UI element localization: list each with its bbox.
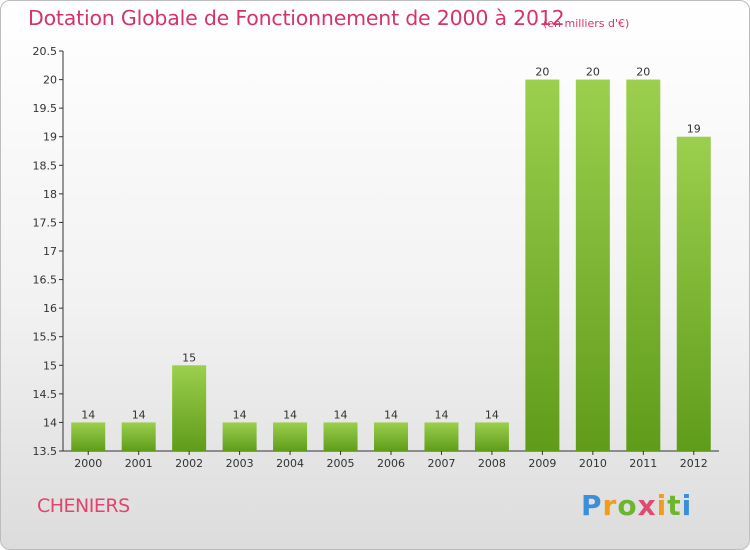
bar-2003 [222, 422, 257, 451]
x-tick-label-2006: 2006 [377, 457, 405, 470]
y-tick-label: 15.5 [33, 331, 58, 344]
data-label-2004: 14 [283, 408, 297, 421]
bar-2007 [424, 422, 459, 451]
y-tick-label: 16.5 [33, 274, 58, 287]
bar-2004 [273, 422, 308, 451]
y-tick-label: 17 [43, 245, 57, 258]
chart-subtitle: (en milliers d'€) [543, 17, 630, 30]
commune-name: CHENIERS [37, 495, 130, 517]
data-label-2011: 20 [636, 66, 650, 79]
y-tick-label: 20 [43, 74, 57, 87]
y-tick-label: 13.5 [33, 445, 58, 458]
chart-title: Dotation Globale de Fonctionnement de 20… [28, 6, 565, 30]
x-tick-label-2000: 2000 [74, 457, 102, 470]
bar-2000 [71, 422, 106, 451]
x-tick-label-2008: 2008 [478, 457, 506, 470]
y-tick-label: 19 [43, 131, 57, 144]
data-label-2009: 20 [535, 66, 549, 79]
x-tick-label-2003: 2003 [226, 457, 254, 470]
bar-2005 [323, 422, 358, 451]
data-label-2003: 14 [233, 408, 247, 421]
bar-2008 [474, 422, 509, 451]
data-label-2006: 14 [384, 408, 398, 421]
y-tick-label: 19.5 [33, 102, 58, 115]
x-tick-label-2001: 2001 [125, 457, 153, 470]
data-label-2012: 19 [687, 123, 701, 136]
data-label-2010: 20 [586, 66, 600, 79]
y-tick-label: 14 [43, 416, 57, 429]
data-label-2001: 14 [132, 408, 146, 421]
y-tick-label: 15 [43, 359, 57, 372]
bar-2002 [172, 365, 207, 451]
bar-2009 [525, 79, 560, 452]
x-tick-label-2005: 2005 [327, 457, 355, 470]
bar-2006 [374, 422, 408, 451]
x-tick-label-2007: 2007 [427, 457, 455, 470]
x-tick-label-2004: 2004 [276, 457, 304, 470]
x-tick-label-2002: 2002 [175, 457, 203, 470]
y-tick-label: 14.5 [33, 388, 58, 401]
y-tick-label: 17.5 [33, 216, 58, 229]
data-label-2008: 14 [485, 408, 499, 421]
x-tick-label-2009: 2009 [528, 457, 556, 470]
y-tick-label: 20.5 [33, 45, 58, 58]
x-tick-label-2012: 2012 [680, 457, 708, 470]
bar-2011 [626, 79, 661, 452]
data-label-2007: 14 [434, 408, 448, 421]
x-tick-label-2011: 2011 [629, 457, 657, 470]
data-label-2005: 14 [334, 408, 348, 421]
proxiti-logo: Proxiti [581, 489, 693, 522]
bar-2012 [676, 136, 711, 451]
y-tick-label: 16 [43, 302, 57, 315]
data-label-2002: 15 [182, 351, 196, 364]
data-label-2000: 14 [81, 408, 95, 421]
x-tick-label-2010: 2010 [579, 457, 607, 470]
bar-2001 [121, 422, 156, 451]
y-tick-label: 18 [43, 188, 57, 201]
bar-2010 [575, 79, 610, 452]
y-tick-label: 18.5 [33, 159, 58, 172]
